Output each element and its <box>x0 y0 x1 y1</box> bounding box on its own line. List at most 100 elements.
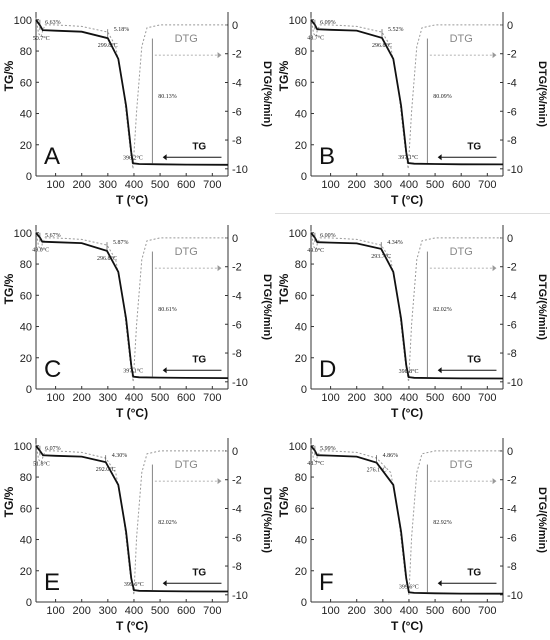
loss2-label: 4.86% <box>383 453 399 459</box>
panel-separator <box>275 213 550 214</box>
x-tick-label: 200 <box>348 392 366 404</box>
x-axis-label: T (°C) <box>391 406 423 420</box>
temp1-label: 49.0°C <box>32 247 49 254</box>
y2-tick-label: -2 <box>507 49 517 61</box>
dtg-legend-arrowhead <box>492 478 497 485</box>
dtg-legend-label: DTG <box>450 33 473 45</box>
loss2-label: 5.18% <box>114 27 129 33</box>
y-tick-label: 80 <box>20 46 32 58</box>
chart-svg: 100 200 300 400 500 600 700 0 20 40 60 80 100 0 -2 -4 -6… <box>277 225 548 420</box>
y2-tick-label: -4 <box>507 290 517 302</box>
chart-panel-e: 100 200 300 400 500 600 700 0 20 40 60 80 100 0 -2 -4 -6… <box>0 426 275 639</box>
x-tick-label: 100 <box>321 392 339 404</box>
x-tick-label: 600 <box>452 605 470 617</box>
chart-svg: 100 200 300 400 500 600 700 0 20 40 60 80 100 0 -2 -4 -6… <box>2 225 273 420</box>
panel-letter: E <box>44 569 60 596</box>
y2-tick-label: -8 <box>232 561 242 573</box>
y2-tick-label: -10 <box>232 590 248 602</box>
chart-svg: 100 200 300 400 500 600 700 0 20 40 60 80 100 0 -2 -4 -6… <box>2 438 273 633</box>
y2-tick-label: 0 <box>507 446 513 458</box>
tg-series-line <box>310 232 504 380</box>
y2-tick-label: -6 <box>507 319 517 331</box>
y-tick-label: 40 <box>20 322 32 334</box>
loss2-label: 4.34% <box>387 240 403 246</box>
loss3-label: 80.13% <box>158 94 177 100</box>
y-axis-label: TG/% <box>2 486 16 517</box>
y2-axis-label: DTG/(%/min) <box>261 274 273 340</box>
x-tick-label: 200 <box>348 179 366 191</box>
loss2-label: 4.30% <box>112 453 128 459</box>
x-tick-label: 200 <box>73 392 91 404</box>
tg-series-line <box>35 19 229 166</box>
y2-tick-label: -6 <box>232 106 242 118</box>
temp2-label: 296.8°C <box>97 255 117 262</box>
loss1-label: 5.99% <box>320 446 336 452</box>
temp1-label: 48.7°C <box>307 460 324 467</box>
temp3-label: 399.6°C <box>124 581 144 588</box>
loss1-label: 5.67% <box>45 233 61 239</box>
x-tick-label: 100 <box>321 179 339 191</box>
y-tick-label: 20 <box>20 566 32 578</box>
loss3-label: 82.02% <box>158 520 177 526</box>
chart-panel-d: 100 200 300 400 500 600 700 0 20 40 60 80 100 0 -2 -4 -6… <box>275 213 550 426</box>
y2-tick-label: -6 <box>232 319 242 331</box>
y-tick-label: 60 <box>20 77 32 89</box>
temp2-label: 292.0°C <box>96 466 116 473</box>
dtg-legend-arrowhead <box>217 52 222 59</box>
x-tick-label: 300 <box>99 179 117 191</box>
y-axis-label: TG/% <box>277 486 291 517</box>
y2-tick-label: -4 <box>507 77 517 89</box>
x-tick-label: 700 <box>203 605 221 617</box>
y-tick-label: 0 <box>301 384 307 396</box>
temp2-label: 276.1°C <box>367 467 387 474</box>
y2-tick-label: -8 <box>232 348 242 360</box>
loss2-label: 5.87% <box>113 240 129 246</box>
tg-legend-label: TG <box>467 354 481 365</box>
x-tick-label: 200 <box>73 179 91 191</box>
y-tick-label: 20 <box>295 353 307 365</box>
x-tick-label: 400 <box>125 179 143 191</box>
chart-panel-b: 100 200 300 400 500 600 700 0 20 40 60 80 100 0 -2 -4 -6… <box>275 0 550 213</box>
x-tick-label: 700 <box>478 179 496 191</box>
y-tick-label: 100 <box>289 441 307 453</box>
y-axis-label: TG/% <box>277 60 291 91</box>
temp3-label: 399.6°C <box>399 583 419 590</box>
loss1-label: 6.07% <box>45 446 61 452</box>
tg-legend-label: TG <box>192 141 206 152</box>
y2-tick-label: -6 <box>507 106 517 118</box>
dtg-legend-label: DTG <box>175 459 198 471</box>
y2-tick-label: -4 <box>507 503 517 515</box>
tg-legend-label: TG <box>467 141 481 152</box>
y-axis-label: TG/% <box>2 60 16 91</box>
x-tick-label: 600 <box>452 392 470 404</box>
y-tick-label: 20 <box>20 140 32 152</box>
x-tick-label: 400 <box>125 392 143 404</box>
y2-tick-label: -8 <box>507 135 517 147</box>
x-tick-label: 600 <box>177 179 195 191</box>
y-axis-label: TG/% <box>2 273 16 304</box>
y2-tick-label: -4 <box>232 290 242 302</box>
x-tick-label: 500 <box>426 179 444 191</box>
y-tick-label: 40 <box>20 535 32 547</box>
tg-legend-arrowhead <box>437 580 442 587</box>
y-tick-label: 100 <box>14 228 32 240</box>
y-tick-label: 100 <box>14 15 32 27</box>
x-tick-label: 700 <box>478 605 496 617</box>
loss1-label: 6.09% <box>320 20 336 26</box>
panel-letter: F <box>319 569 334 596</box>
temp2-label: 293.7°C <box>371 253 391 260</box>
tg-legend-arrowhead <box>437 367 442 374</box>
y-tick-label: 60 <box>295 503 307 515</box>
x-tick-label: 100 <box>46 605 64 617</box>
dtg-legend-label: DTG <box>175 246 198 258</box>
chart-svg: 100 200 300 400 500 600 700 0 20 40 60 80 100 0 -2 -4 -6… <box>277 12 548 207</box>
y-tick-label: 60 <box>295 77 307 89</box>
chart-svg: 100 200 300 400 500 600 700 0 20 40 60 80 100 0 -2 -4 -6… <box>277 438 548 633</box>
dtg-legend-arrowhead <box>492 265 497 272</box>
x-axis-label: T (°C) <box>116 406 148 420</box>
y-tick-label: 60 <box>20 290 32 302</box>
x-tick-label: 500 <box>151 392 169 404</box>
y2-tick-label: -6 <box>232 532 242 544</box>
y-tick-label: 100 <box>289 15 307 27</box>
dtg-legend-label: DTG <box>175 33 198 45</box>
